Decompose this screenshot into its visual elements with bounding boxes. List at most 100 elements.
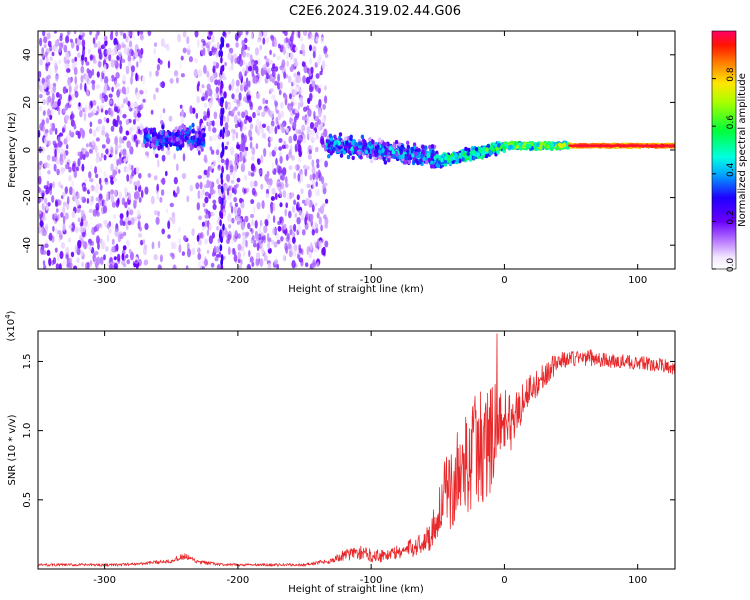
spectral-noise-point	[39, 85, 42, 93]
spectral-band-point	[422, 156, 426, 162]
spectral-noise-point	[98, 167, 103, 174]
spectral-noise-point	[310, 33, 314, 41]
spectral-noise-point	[125, 87, 129, 95]
spectrogram-x-ticks: -300 -200 -100 0 100	[93, 31, 647, 286]
spectral-noise-point	[261, 200, 265, 209]
spectral-noise-point	[65, 252, 70, 260]
spectral-noise-point	[128, 249, 132, 254]
spectral-noise-point	[263, 225, 268, 234]
spectral-streak-point	[219, 130, 223, 138]
spectral-noise-point	[180, 115, 184, 123]
spectral-noise-point	[314, 228, 318, 233]
spectral-noise-point	[315, 84, 319, 92]
spectral-noise-point	[258, 169, 263, 175]
spectral-band-point	[369, 159, 374, 164]
spectral-noise-point	[66, 196, 70, 205]
spectral-noise-point	[104, 177, 108, 183]
spectral-noise-point	[211, 74, 215, 80]
spectrogram-y-label: Frequency (Hz)	[7, 112, 18, 188]
spectral-noise-point	[210, 211, 215, 217]
spectral-noise-point	[96, 266, 100, 269]
spectrogram-y-tick-label: -20	[22, 189, 33, 205]
spectral-noise-point	[283, 223, 287, 230]
spectral-noise-point	[81, 261, 84, 268]
spectral-band-point	[327, 143, 331, 148]
spectral-noise-point	[90, 111, 94, 117]
spectral-noise-point	[77, 239, 82, 249]
spectral-noise-point	[260, 183, 264, 190]
spectral-noise-point	[39, 106, 43, 112]
spectral-noise-point	[77, 158, 81, 167]
spectral-noise-point	[197, 190, 201, 200]
snr-y-tick-label: 0.5	[22, 492, 33, 508]
spectral-noise-point	[197, 175, 202, 180]
spectral-noise-point	[292, 109, 295, 115]
spectral-noise-point	[88, 128, 93, 135]
spectral-noise-point	[128, 127, 133, 136]
spectral-band-point	[558, 143, 563, 148]
snr-x-ticks: -300 -200 -100 0 100	[93, 331, 647, 586]
spectral-noise-point	[129, 209, 134, 216]
spectral-noise-point	[98, 157, 103, 162]
spectral-noise-point	[109, 32, 114, 41]
spectral-noise-point	[256, 118, 260, 127]
spectral-noise-point	[282, 254, 286, 262]
spectral-noise-point	[157, 57, 161, 64]
spectral-noise-point	[278, 146, 283, 151]
spectral-noise-point	[70, 251, 75, 258]
spectral-signal-point	[198, 139, 202, 144]
spectral-noise-point	[116, 159, 119, 167]
spectral-noise-point	[131, 71, 134, 77]
spectral-noise-point	[48, 82, 52, 90]
spectral-noise-point	[110, 125, 115, 132]
spectral-noise-point	[203, 169, 208, 176]
spectral-band-point	[382, 156, 386, 162]
spectral-noise-point	[99, 93, 102, 100]
spectral-noise-point	[89, 148, 93, 154]
spectral-noise-point	[226, 141, 229, 146]
spectral-noise-point	[270, 120, 275, 127]
spectral-signal-point	[186, 129, 190, 135]
spectral-noise-point	[312, 50, 316, 59]
spectral-band-point	[437, 160, 442, 165]
spectral-noise-point	[308, 188, 312, 198]
spectral-noise-point	[208, 125, 212, 132]
spectral-noise-point	[121, 252, 125, 261]
spectral-noise-point	[171, 216, 176, 225]
spectral-noise-point	[227, 31, 231, 35]
spectral-noise-point	[312, 182, 316, 191]
spectral-band-point	[458, 158, 462, 164]
spectral-noise-point	[282, 190, 287, 198]
spectral-noise-point	[58, 59, 62, 65]
spectral-noise-point	[314, 202, 318, 207]
spectral-noise-point	[80, 54, 85, 61]
spectral-noise-point	[260, 127, 264, 134]
spectral-noise-point	[82, 154, 86, 160]
spectral-noise-point	[262, 64, 267, 70]
spectral-band-point	[522, 144, 526, 149]
snr-x-tick-label: -100	[360, 575, 383, 586]
spectral-noise-point	[260, 247, 265, 256]
spectral-noise-point	[127, 61, 132, 69]
spectral-noise-point	[45, 223, 49, 232]
spectral-noise-point	[243, 188, 247, 194]
spectral-signal-point	[144, 127, 148, 133]
spectral-noise-point	[138, 232, 143, 238]
spectral-noise-point	[64, 212, 69, 220]
spectral-band-point	[550, 146, 554, 152]
spectral-noise-point	[70, 41, 75, 49]
spectral-noise-point	[268, 59, 273, 65]
spectral-noise-point	[186, 36, 190, 45]
colorbar-ticks: 0.00.20.40.60.8	[712, 67, 736, 272]
spectrogram-x-tick-label: -100	[360, 275, 383, 286]
spectral-band-point	[383, 160, 388, 165]
spectral-noise-point	[268, 151, 272, 158]
spectral-noise-point	[323, 252, 326, 257]
spectral-noise-point	[272, 53, 276, 58]
spectral-noise-point	[246, 263, 251, 269]
spectral-noise-point	[38, 225, 42, 234]
spectral-noise-point	[49, 56, 53, 62]
spectral-noise-point	[309, 242, 313, 251]
spectral-noise-point	[47, 202, 51, 207]
spectral-band-point	[406, 144, 410, 150]
